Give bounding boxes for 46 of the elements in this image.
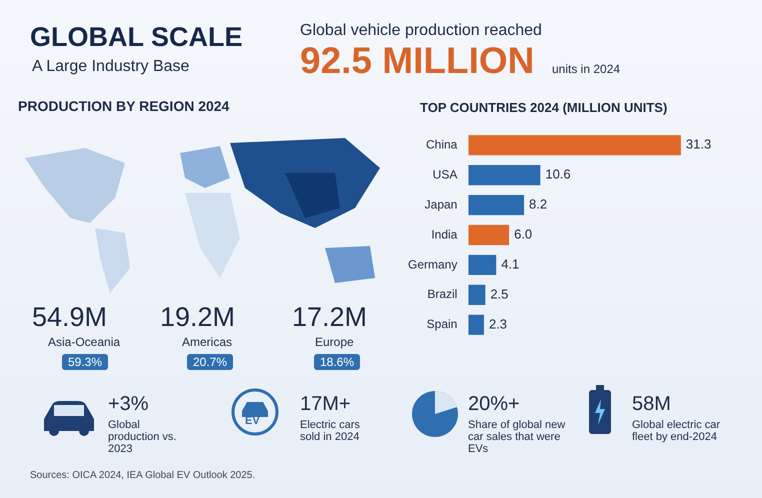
text: Europe <box>315 335 354 349</box>
text: 19.2M <box>160 302 236 333</box>
text: 58M <box>632 393 671 416</box>
text: units in 2024 <box>552 62 620 76</box>
bar <box>468 224 510 246</box>
data-label: 31.3 <box>686 136 712 152</box>
y-tick-label: India <box>431 227 458 242</box>
chart-title: TOP COUNTRIES 2024 (MILLION UNITS) <box>420 100 668 115</box>
y-tick-label: Brazil <box>427 287 458 302</box>
text: +3% <box>108 393 149 416</box>
bar <box>468 135 681 156</box>
text: 92.5 MILLION <box>300 40 534 82</box>
data-label: 2.5 <box>490 286 508 302</box>
data-label: 10.6 <box>545 166 571 182</box>
text: GLOBAL SCALE <box>30 22 243 53</box>
bar <box>468 314 484 335</box>
text: 54.9M <box>32 302 108 333</box>
bar <box>468 194 524 216</box>
bar <box>468 254 496 276</box>
bar <box>468 165 540 186</box>
text: Share of global new car sales that were EVs <box>468 419 566 455</box>
text: Global electric car fleet by end-2024 <box>632 419 722 443</box>
text: 59.3% <box>62 354 108 370</box>
text: A Large Industry Base <box>32 58 190 76</box>
y-tick-label: Spain <box>426 317 458 332</box>
y-tick-label: China <box>426 137 458 152</box>
y-tick-label: Japan <box>424 197 458 212</box>
data-label: 2.3 <box>488 316 508 332</box>
text: Americas <box>182 335 232 349</box>
data-label: 4.1 <box>501 256 520 272</box>
y-tick-label: USA <box>432 167 458 182</box>
text: 20%+ <box>468 393 520 416</box>
text: 17M+ <box>300 393 351 416</box>
bar <box>468 284 486 305</box>
text: Global production vs. 2023 <box>108 419 178 455</box>
text: Electric cars sold in 2024 <box>300 419 361 443</box>
text: Global vehicle production reached <box>300 22 542 40</box>
text: 17.2M <box>292 302 368 333</box>
text: 18.6% <box>314 354 360 370</box>
data-label: 8.2 <box>529 196 548 212</box>
source-note: Sources: OICA 2024, IEA Global EV Outlook 2025. <box>30 470 256 481</box>
text: 20.7% <box>187 354 234 370</box>
y-tick-label: Germany <box>408 257 458 272</box>
text: Asia-Oceania <box>48 335 120 349</box>
text: PRODUCTION BY REGION 2024 <box>18 98 230 114</box>
data-label: 6.0 <box>514 226 532 242</box>
